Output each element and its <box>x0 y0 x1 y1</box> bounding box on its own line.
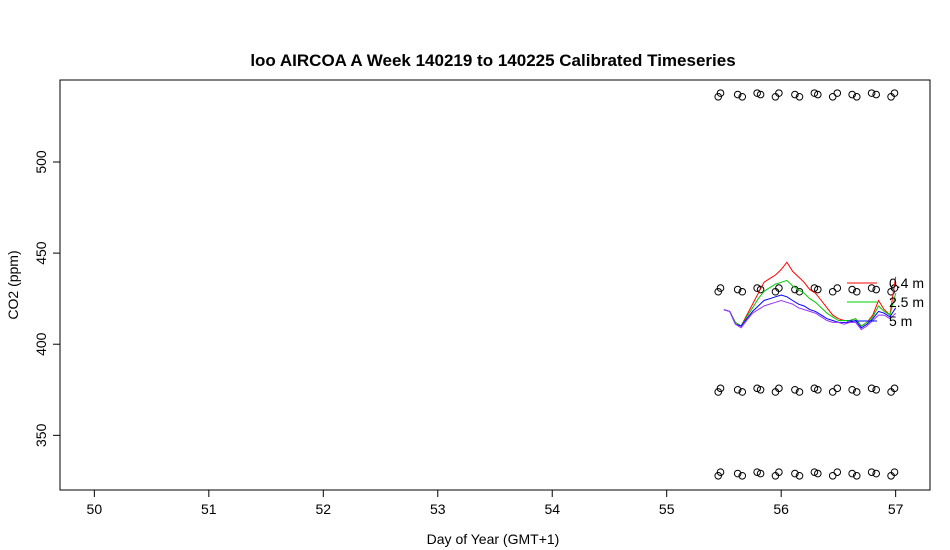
x-tick-label: 51 <box>201 501 217 517</box>
reference-point <box>833 284 842 292</box>
reference-point <box>872 90 880 99</box>
y-tick-label: 500 <box>33 150 49 174</box>
y-tick-label: 400 <box>33 332 49 356</box>
reference-point <box>756 90 765 99</box>
reference-point <box>810 89 819 97</box>
reference-point <box>716 468 725 476</box>
reference-point <box>848 90 856 99</box>
reference-point <box>738 92 747 101</box>
reference-point <box>872 469 880 478</box>
reference-point <box>872 385 880 394</box>
reference-point <box>795 287 804 296</box>
x-tick-label: 52 <box>316 501 332 517</box>
reference-point <box>814 385 822 394</box>
reference-point <box>716 384 725 393</box>
legend: 0.4 m 2.5 m 5 m <box>847 275 924 329</box>
reference-point <box>828 92 837 101</box>
reference-point <box>867 384 876 393</box>
reference-point <box>775 89 783 97</box>
reference-point <box>852 92 861 101</box>
reference-point <box>848 385 856 394</box>
reference-point <box>775 284 783 292</box>
x-tick-label: 54 <box>544 501 560 517</box>
x-tick-label: 57 <box>888 501 904 517</box>
reference-point <box>852 287 861 296</box>
legend-label: 5 m <box>889 313 912 329</box>
reference-points <box>714 89 899 480</box>
reference-point <box>738 388 747 396</box>
reference-point <box>890 89 899 97</box>
reference-point <box>756 285 765 294</box>
legend-label: 0.4 m <box>889 275 924 291</box>
reference-point <box>791 385 799 394</box>
x-tick-label: 56 <box>773 501 789 517</box>
reference-point <box>828 287 837 296</box>
y-tick-label: 350 <box>33 423 49 447</box>
plot-frame <box>59 79 931 491</box>
reference-point <box>791 469 799 478</box>
reference-point <box>848 285 856 294</box>
reference-point <box>867 284 876 292</box>
reference-point <box>833 384 842 393</box>
reference-point <box>833 468 842 476</box>
series-line-unlabeled <box>723 299 897 331</box>
reference-point <box>795 92 804 101</box>
reference-point <box>828 471 837 480</box>
y-axis-label: CO2 (ppm) <box>5 250 21 319</box>
reference-point <box>810 468 819 476</box>
reference-point <box>890 468 899 476</box>
x-tick-label: 50 <box>87 501 103 517</box>
reference-point <box>828 388 837 396</box>
series-lines <box>723 261 897 331</box>
reference-point <box>738 287 747 296</box>
reference-point <box>852 388 861 396</box>
reference-point <box>733 469 742 478</box>
reference-point <box>733 90 742 99</box>
reference-point <box>810 384 819 393</box>
reference-point <box>756 469 765 478</box>
chart-title: loo AIRCOA A Week 140219 to 140225 Calib… <box>250 51 735 70</box>
reference-point <box>814 285 822 294</box>
reference-point <box>738 471 747 480</box>
reference-point <box>867 89 876 97</box>
reference-point <box>810 284 819 292</box>
reference-point <box>814 90 822 99</box>
reference-point <box>814 469 822 478</box>
reference-point <box>848 469 856 478</box>
reference-point <box>775 384 783 393</box>
reference-point <box>833 89 842 97</box>
x-axis: 50 51 52 53 54 55 56 57 <box>87 490 904 517</box>
series-line-2-5-m <box>723 279 897 327</box>
reference-point <box>756 385 765 394</box>
x-axis-label: Day of Year (GMT+1) <box>427 531 560 547</box>
reference-point <box>872 285 880 294</box>
x-tick-label: 53 <box>430 501 446 517</box>
reference-point <box>753 384 761 393</box>
reference-point <box>852 471 861 480</box>
legend-label: 2.5 m <box>889 294 924 310</box>
reference-point <box>890 384 899 393</box>
x-tick-label: 55 <box>659 501 675 517</box>
y-tick-label: 450 <box>33 241 49 265</box>
reference-point <box>733 285 742 294</box>
reference-point <box>795 388 804 396</box>
y-axis: 350 400 450 500 <box>33 150 60 447</box>
reference-point <box>716 284 725 292</box>
series-line-5-m <box>723 294 897 329</box>
reference-point <box>867 468 876 476</box>
reference-point <box>733 385 742 394</box>
reference-point <box>795 471 804 480</box>
reference-point <box>753 468 761 476</box>
reference-point <box>775 468 783 476</box>
reference-point <box>716 89 725 97</box>
reference-point <box>791 90 799 99</box>
reference-point <box>753 89 761 97</box>
